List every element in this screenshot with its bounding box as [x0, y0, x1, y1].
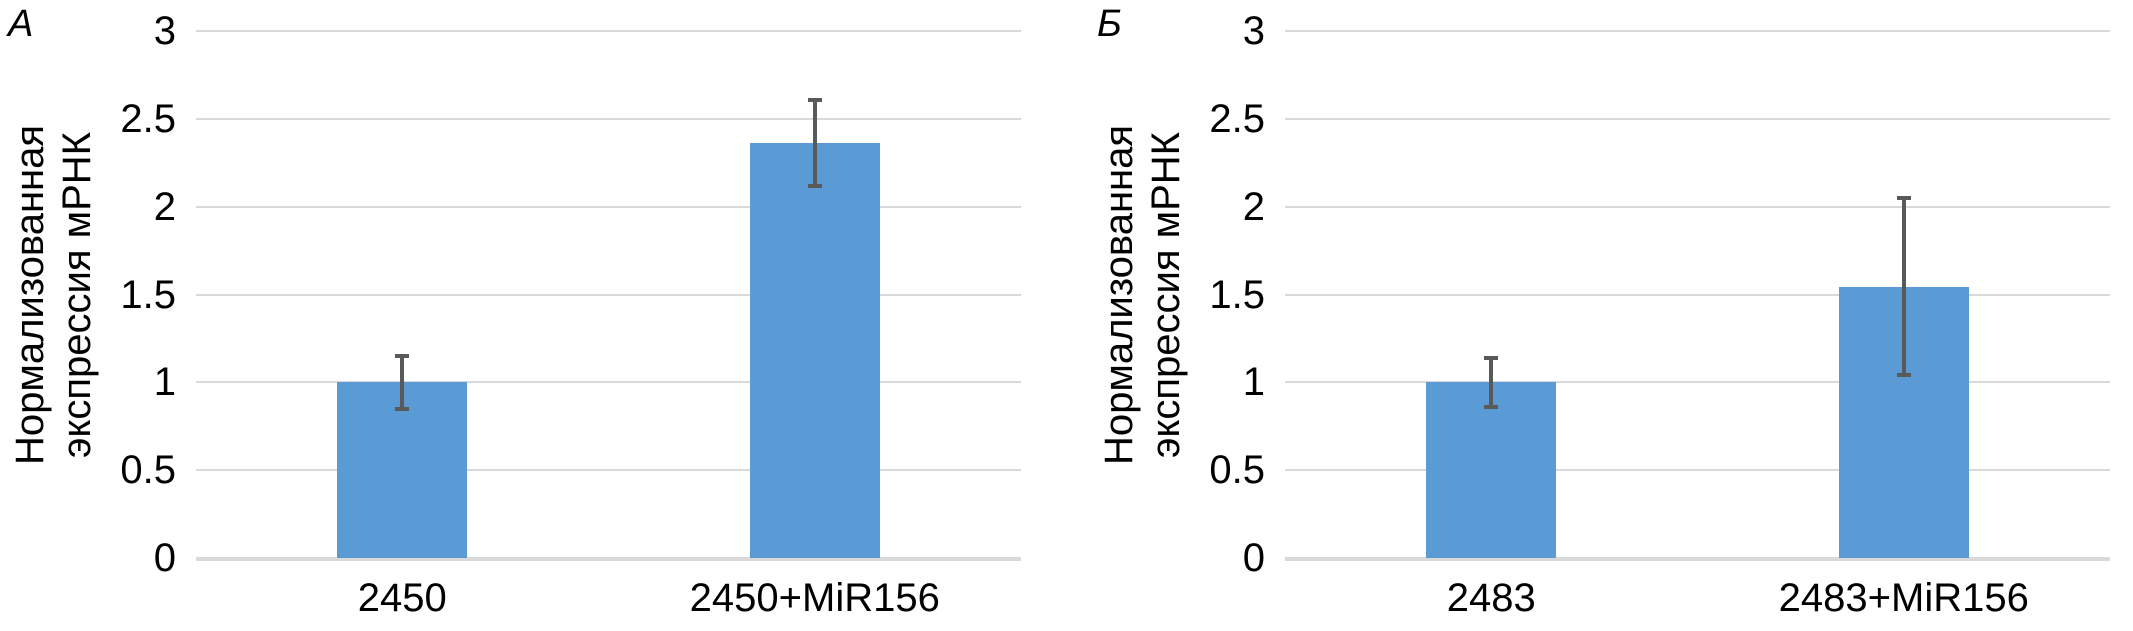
gridline: [196, 469, 1021, 472]
y-axis-tick-label: 1: [153, 360, 176, 405]
gridline: [196, 205, 1021, 208]
error-bar-cap: [807, 97, 822, 102]
bar: [337, 382, 468, 558]
gridline: [196, 293, 1021, 296]
y-axis-tick-label: 2.5: [1209, 96, 1265, 141]
y-axis-tick-label: 3: [1242, 9, 1265, 53]
gridline: [1285, 30, 2110, 32]
gridline: [196, 381, 1021, 384]
gridline: [1285, 117, 2110, 120]
y-axis-tick-label: 0.5: [120, 448, 176, 493]
error-bar-cap: [1484, 404, 1499, 409]
y-axis-tick-label: 3: [153, 9, 176, 53]
y-axis-tick-label: 1: [1242, 360, 1265, 405]
y-axis-tick-label: 2: [153, 184, 176, 229]
x-axis-line: [196, 557, 1021, 561]
gridline: [196, 117, 1021, 120]
gridline: [1285, 293, 2110, 296]
gridline: [1285, 205, 2110, 208]
error-bar-cap: [395, 353, 410, 358]
y-axis-tick-label: 1.5: [1209, 272, 1265, 317]
x-axis-line: [1285, 557, 2110, 561]
y-axis-tick-label: 0.5: [1209, 448, 1265, 493]
panel-label: Б: [1097, 3, 1122, 45]
gridline: [196, 30, 1021, 32]
error-bar: [1901, 197, 1906, 376]
gridline: [1285, 469, 2110, 472]
gridline: [1285, 381, 2110, 384]
x-axis-tick-label: 2483+MiR156: [1778, 576, 2029, 620]
y-axis-tick-label: 2: [1242, 184, 1265, 229]
x-axis-tick-label: 2450+MiR156: [689, 576, 940, 620]
bar: [749, 143, 880, 558]
error-bar-cap: [807, 183, 822, 188]
x-axis-tick-label: 2450: [357, 576, 447, 620]
chart-panel-a: А Нормализованная экспрессия мРНК 0 0.5 1 1…: [0, 0, 1066, 631]
error-bar-cap: [1484, 355, 1499, 360]
y-axis-tick-label: 1.5: [120, 272, 176, 317]
bar: [1426, 382, 1557, 558]
panel-label: А: [8, 3, 34, 45]
y-axis-tick-label: 2.5: [120, 96, 176, 141]
chart-panel-b: Б Нормализованная экспрессия мРНК 0 0.5 1 1…: [1089, 0, 2133, 631]
x-axis-tick-label: 2483: [1446, 576, 1536, 620]
error-bar-cap: [1896, 195, 1911, 200]
error-bar: [812, 99, 817, 186]
error-bar-cap: [1896, 373, 1911, 378]
error-bar: [400, 355, 405, 409]
y-axis-tick-label: 0: [153, 536, 176, 580]
error-bar: [1489, 357, 1494, 407]
y-axis-tick-label: 0: [1242, 536, 1265, 580]
error-bar-cap: [395, 406, 410, 411]
